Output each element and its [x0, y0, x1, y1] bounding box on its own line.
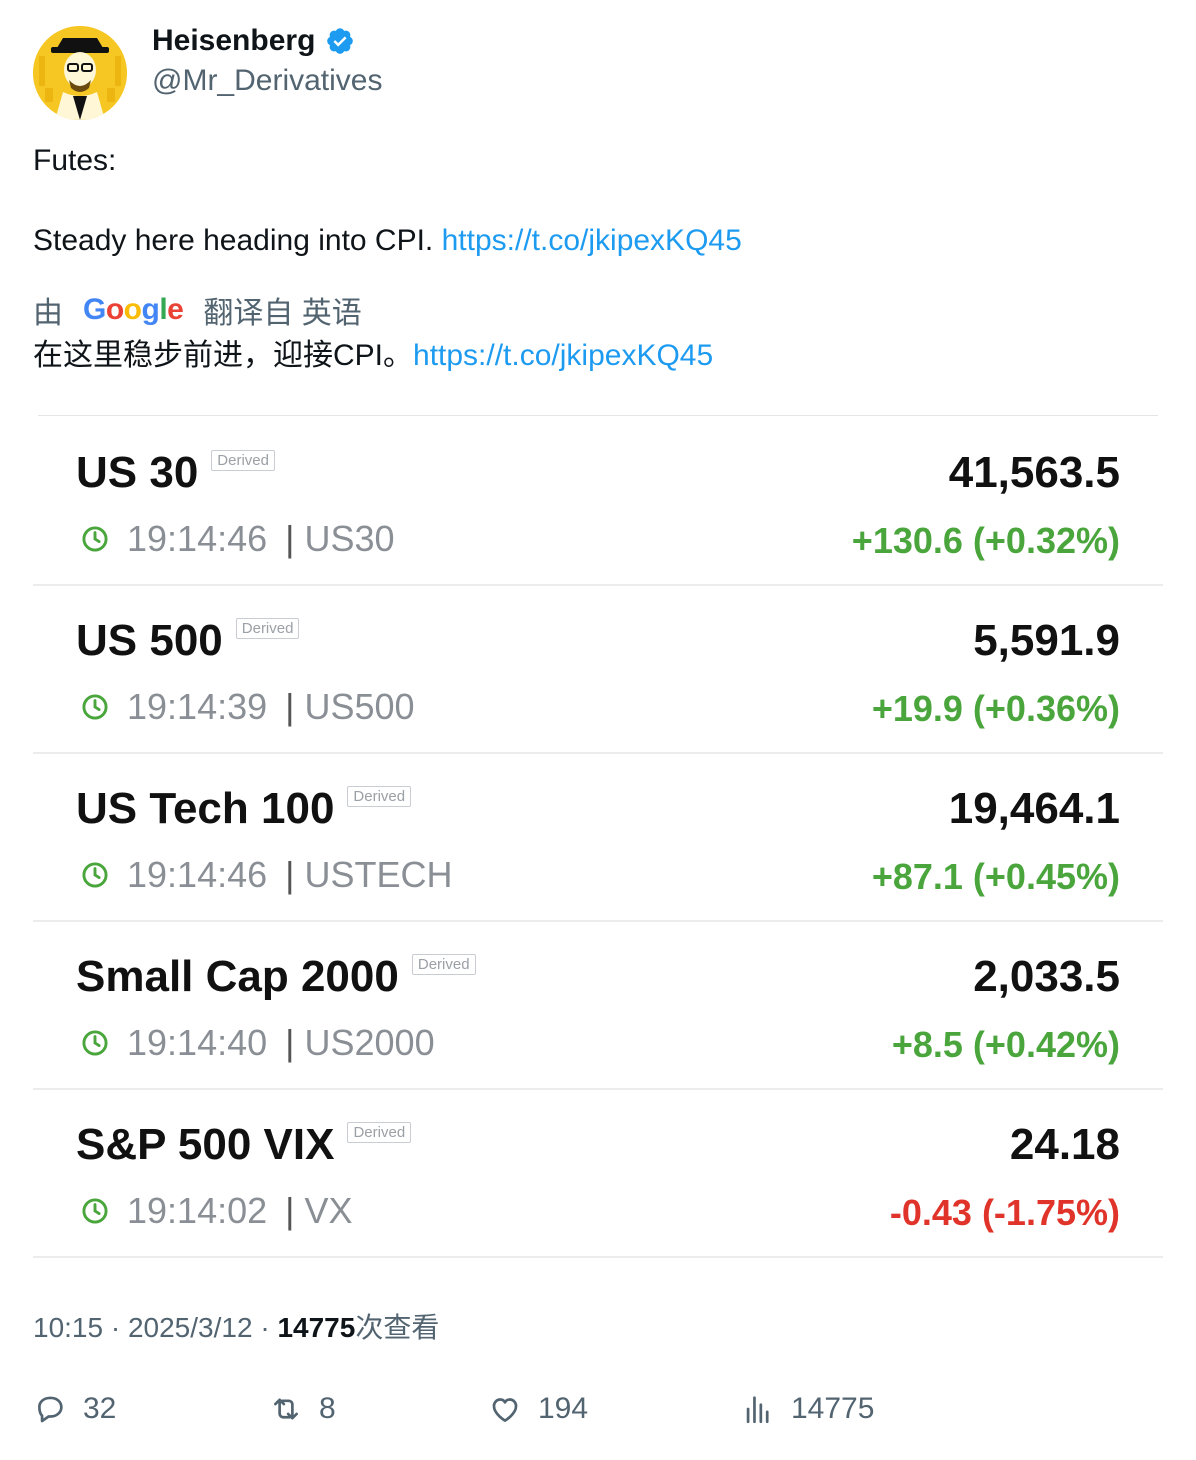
quote-price: 19,464.1	[948, 784, 1120, 833]
clock-icon	[82, 1030, 108, 1056]
quote-symbol: VX	[304, 1190, 353, 1231]
tweet-meta: 10:15 · 2025/3/12 · 14775次查看	[33, 1306, 439, 1346]
translated-text: 在这里稳步前进，迎接CPI。https://t.co/jkipexKQ45	[33, 336, 713, 376]
quote-row-us30: US 30 Derived 19:14:46 | US30 41,563.5 +…	[33, 416, 1163, 586]
views-button[interactable]: 14775	[741, 1392, 874, 1426]
retweet-icon	[274, 1398, 298, 1420]
quote-symbol: US2000	[304, 1022, 435, 1063]
retweet-count: 8	[319, 1392, 336, 1425]
quote-image[interactable]: US 30 Derived 19:14:46 | US30 41,563.5 +…	[33, 415, 1163, 1260]
translation-attribution: 由 Google 翻译自 英语	[33, 288, 362, 332]
quote-symbol: USTECH	[304, 854, 453, 895]
like-count: 194	[538, 1392, 589, 1425]
derived-badge: Derived	[347, 1122, 412, 1143]
tweet-line-2: Steady here heading into CPI. https://t.…	[33, 221, 742, 261]
quote-row-us500: US 500 Derived 19:14:39 | US500 5,591.9 …	[33, 584, 1163, 754]
translated-link[interactable]: https://t.co/jkipexKQ45	[413, 339, 714, 372]
quote-time-row: 19:14:40 | US2000	[81, 1022, 435, 1064]
derived-badge: Derived	[211, 450, 275, 471]
quote-time: 19:14:02	[127, 1190, 268, 1231]
quote-time: 19:14:39	[127, 686, 268, 727]
clock-icon	[82, 862, 108, 888]
reply-icon	[38, 1396, 63, 1423]
quote-time-row: 19:14:02 | VX	[81, 1190, 353, 1232]
meta-dot: ·	[260, 1312, 270, 1343]
instrument-name: Small Cap 2000	[76, 952, 399, 1001]
views-action-count: 14775	[791, 1392, 875, 1425]
separator: |	[285, 1022, 295, 1063]
clock-icon	[82, 694, 108, 720]
google-logo: Google	[83, 293, 184, 326]
card-divider	[38, 415, 1158, 416]
quote-change: -0.43 (-1.75%)	[889, 1192, 1120, 1233]
derived-badge: Derived	[411, 954, 476, 975]
separator: |	[285, 1190, 295, 1231]
quote-symbol: US30	[304, 518, 395, 559]
clock-icon	[82, 526, 108, 552]
instrument-name-row: US 500 Derived	[76, 616, 300, 666]
instrument-name-row: US 30 Derived	[76, 448, 275, 498]
quote-row-ustech: US Tech 100 Derived 19:14:46 | USTECH 19…	[33, 752, 1163, 922]
views-count: 14775	[277, 1312, 356, 1343]
quote-price: 5,591.9	[973, 616, 1120, 665]
quote-change: +8.5 (+0.42%)	[891, 1024, 1120, 1065]
heart-icon	[492, 1398, 518, 1422]
tweet-time[interactable]: 10:15	[33, 1312, 104, 1343]
quote-change: +19.9 (+0.36%)	[871, 688, 1120, 729]
instrument-name: S&P 500 VIX	[76, 1120, 335, 1169]
analytics-bars-icon	[746, 1396, 769, 1424]
instrument-name-row: Small Cap 2000 Derived	[76, 952, 476, 1002]
heisenberg-portrait-icon	[33, 26, 127, 120]
instrument-name: US 30	[76, 448, 199, 497]
instrument-name-row: US Tech 100 Derived	[76, 784, 412, 834]
tweet-link[interactable]: https://t.co/jkipexKQ45	[441, 224, 742, 257]
like-button[interactable]: 194	[488, 1392, 588, 1426]
translation-source[interactable]: 翻译自 英语	[203, 297, 362, 330]
action-bar: 32 8 194 14775	[33, 1392, 1163, 1432]
quote-price: 2,033.5	[973, 952, 1120, 1001]
translation-prefix: 由	[33, 297, 63, 330]
reply-count: 32	[83, 1392, 117, 1425]
verified-badge-icon	[327, 28, 354, 54]
author-name[interactable]: Heisenberg	[152, 24, 316, 57]
views-label: 次查看	[355, 1312, 440, 1343]
quote-price: 41,563.5	[948, 448, 1120, 497]
tweet-line-1: Futes:	[33, 144, 117, 177]
separator: |	[285, 686, 295, 727]
quote-time: 19:14:46	[127, 518, 268, 559]
instrument-name-row: S&P 500 VIX Derived	[76, 1120, 412, 1170]
tweet-line-2-text: Steady here heading into CPI.	[33, 224, 434, 257]
tweet-date[interactable]: 2025/3/12	[127, 1312, 253, 1343]
instrument-name: US Tech 100	[76, 784, 335, 833]
quote-time-row: 19:14:46 | USTECH	[81, 854, 453, 896]
quote-time-row: 19:14:46 | US30	[81, 518, 395, 560]
clock-icon	[82, 1198, 108, 1224]
derived-badge: Derived	[235, 618, 300, 639]
translated-body: 在这里稳步前进，迎接CPI。	[33, 339, 414, 372]
derived-badge: Derived	[347, 786, 412, 807]
tweet-header: Heisenberg @Mr_Derivatives	[33, 24, 1163, 122]
quote-time-row: 19:14:39 | US500	[81, 686, 415, 728]
separator: |	[285, 854, 295, 895]
author-handle[interactable]: @Mr_Derivatives	[152, 64, 383, 97]
quote-time: 19:14:46	[127, 854, 268, 895]
quote-change: +87.1 (+0.45%)	[871, 856, 1120, 897]
quote-price: 24.18	[1009, 1120, 1120, 1169]
reply-button[interactable]: 32	[33, 1392, 116, 1426]
instrument-name: US 500	[76, 616, 223, 665]
meta-dot: ·	[110, 1312, 121, 1343]
quote-time: 19:14:40	[127, 1022, 268, 1063]
separator: |	[285, 518, 295, 559]
quote-change: +130.6 (+0.32%)	[851, 520, 1120, 561]
quote-row-vix: S&P 500 VIX Derived 19:14:02 | VX 24.18 …	[33, 1088, 1163, 1258]
quote-symbol: US500	[304, 686, 415, 727]
avatar[interactable]	[33, 26, 127, 120]
retweet-button[interactable]: 8	[269, 1392, 336, 1426]
quote-row-us2000: Small Cap 2000 Derived 19:14:40 | US2000…	[33, 920, 1163, 1090]
author-name-row: Heisenberg	[152, 24, 355, 58]
